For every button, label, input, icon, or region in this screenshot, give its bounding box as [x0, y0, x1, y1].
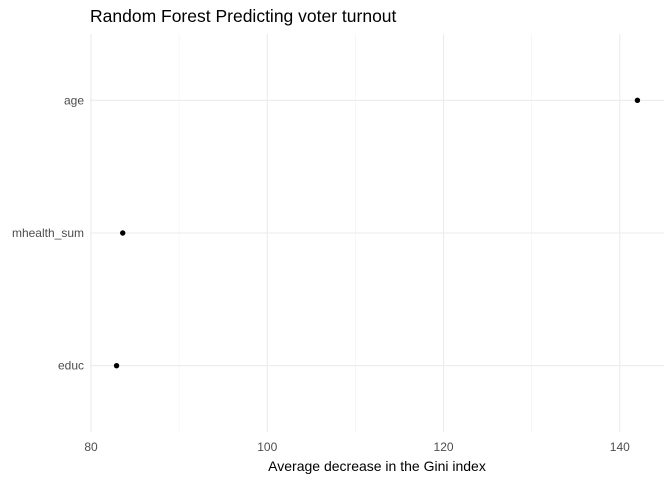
data-point — [120, 230, 126, 236]
data-point — [113, 362, 120, 369]
x-tick-labels: 80 100 120 140 — [84, 440, 630, 454]
data-point — [634, 97, 641, 104]
x-tick-label: 80 — [84, 440, 98, 454]
y-tick-label: mhealth_sum — [12, 226, 84, 240]
x-tick-label: 140 — [610, 440, 630, 454]
major-gridlines — [90, 34, 664, 432]
y-tick-label: educ — [58, 359, 84, 373]
x-tick-label: 120 — [434, 440, 454, 454]
data-points — [113, 97, 641, 369]
chart-title: Random Forest Predicting voter turnout — [90, 6, 397, 26]
y-tick-label: age — [64, 93, 84, 107]
x-axis-title: Average decrease in the Gini index — [268, 458, 486, 474]
x-tick-label: 100 — [257, 440, 277, 454]
